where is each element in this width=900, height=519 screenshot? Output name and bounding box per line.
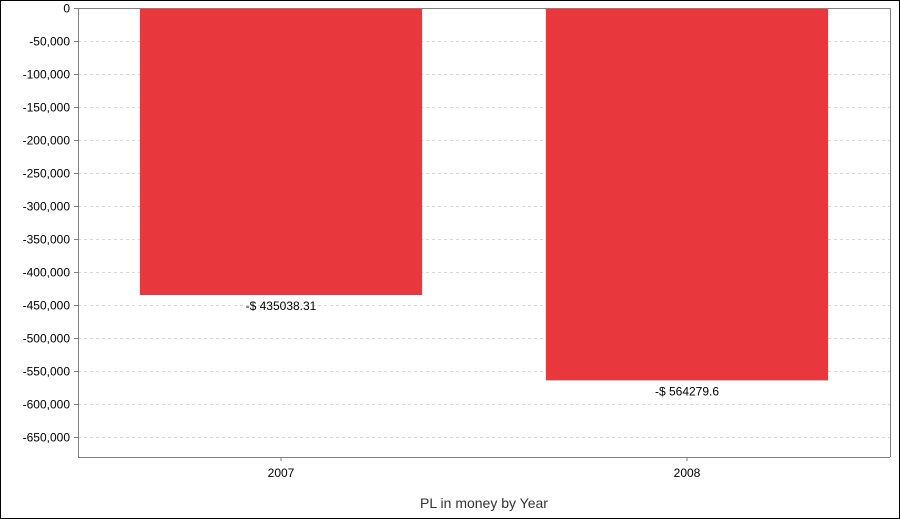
x-tick-label: 2007 — [268, 466, 295, 480]
y-tick-label: -550,000 — [23, 365, 71, 379]
y-tick-label: -650,000 — [23, 431, 71, 445]
y-tick-label: -500,000 — [23, 332, 71, 346]
y-tick-label: -200,000 — [23, 134, 71, 148]
y-tick-label: -50,000 — [29, 35, 70, 49]
axes — [78, 8, 891, 458]
y-tick-label: -150,000 — [23, 101, 71, 115]
y-tick-label: -400,000 — [23, 266, 71, 280]
data-label-2008: -$ 564279.6 — [655, 384, 719, 398]
bar-2007 — [139, 8, 423, 296]
y-tick-labels: 0 -50,000 -100,000 -150,000 -200,000 -250,000… — [23, 2, 78, 445]
y-tick-label: -600,000 — [23, 398, 71, 412]
y-tick-label: -300,000 — [23, 200, 71, 214]
x-axis-title: PL in money by Year — [420, 495, 548, 511]
y-tick-label: -450,000 — [23, 299, 71, 313]
y-tick-label: -100,000 — [23, 68, 71, 82]
y-tick-label: 0 — [63, 2, 70, 16]
bars — [139, 8, 829, 381]
y-tick-label: -350,000 — [23, 233, 71, 247]
data-labels: -$ 435038.31 -$ 564279.6 — [246, 299, 720, 398]
x-tick-label: 2008 — [674, 466, 701, 480]
y-tick-label: -250,000 — [23, 167, 71, 181]
data-label-2007: -$ 435038.31 — [246, 299, 317, 313]
x-tick-labels: 2007 2008 — [268, 457, 701, 480]
bar-2008 — [545, 8, 829, 381]
